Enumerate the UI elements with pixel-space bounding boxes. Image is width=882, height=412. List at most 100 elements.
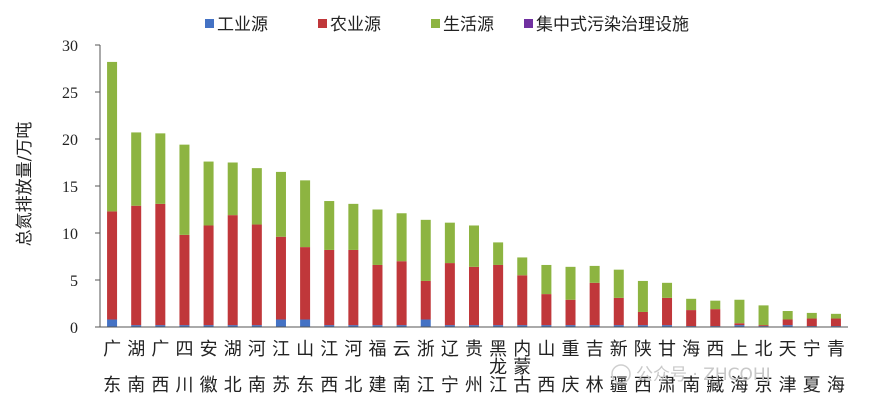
bar-segment (637, 325, 648, 327)
bar-segment (251, 168, 262, 225)
bar-segment (662, 297, 673, 326)
category-label: 河北 (344, 339, 362, 396)
bar-segment (372, 209, 383, 265)
bar-segment (589, 282, 600, 326)
bar-segment (131, 325, 142, 327)
category-label: 安徽 (200, 339, 218, 396)
bar-segment (275, 319, 286, 327)
bar-segment (155, 203, 166, 326)
bar-segment (565, 266, 576, 300)
y-tick-label: 30 (62, 38, 78, 55)
bar-segment (541, 264, 552, 295)
bar-segment (444, 222, 455, 264)
category-label: 天津 (779, 339, 797, 396)
category-label: 西藏 (706, 339, 724, 396)
bar-segment (686, 298, 697, 311)
bar-segment (420, 319, 431, 327)
bar-segment (637, 311, 648, 326)
bar-segment (541, 294, 552, 326)
bar-segment (179, 234, 190, 326)
bar-segment (227, 325, 238, 327)
bar-segment (348, 325, 359, 327)
category-label: 海南 (682, 339, 700, 396)
category-labels: 广东湖南广西四川安徽湖北河南江苏山东江西河北福建云南浙江辽宁贵州黑龙江内蒙古山西… (103, 339, 845, 396)
y-tick-label: 20 (62, 132, 78, 149)
bar-segment (179, 144, 190, 235)
bar-segment (444, 325, 455, 327)
category-label: 江苏 (272, 339, 290, 396)
bar-segment (372, 325, 383, 327)
bar-segment (493, 325, 504, 327)
bar-segment (589, 265, 600, 283)
bar-segment (300, 319, 311, 327)
bar-segment (396, 325, 407, 327)
bar-segment (830, 313, 841, 319)
bar-segment (227, 162, 238, 216)
category-label: 吉林 (586, 339, 604, 396)
bar-segment (131, 205, 142, 326)
bar-segment (251, 224, 262, 326)
bar-segment (469, 225, 479, 267)
y-tick-label: 15 (62, 179, 78, 196)
bar-segment (203, 325, 214, 327)
category-label: 辽宁 (441, 339, 459, 396)
bar-segment (372, 264, 383, 326)
bar-segment (396, 261, 407, 326)
bar-segment (420, 219, 431, 281)
watermark: 公众号 · ZHCOHJ (611, 364, 771, 385)
category-label: 陕西 (634, 339, 652, 396)
bar-segment (710, 300, 721, 310)
bar-segment (155, 325, 166, 327)
category-label: 青海 (827, 339, 845, 396)
bar-segment (517, 275, 528, 326)
bar-segment (662, 282, 673, 298)
category-label: 山东 (296, 339, 314, 396)
category-label: 四川 (175, 339, 193, 396)
bar-segment (227, 215, 238, 326)
bar-segment (493, 242, 504, 265)
bar-segment (686, 310, 697, 327)
bar-segment (758, 305, 769, 326)
category-label: 广西 (151, 339, 169, 396)
bar-segment (300, 180, 311, 248)
legend-swatch (524, 19, 533, 28)
category-label: 贵州 (465, 339, 483, 396)
bar-segment (613, 325, 624, 327)
bar-segment (203, 225, 214, 326)
bar-segment (179, 325, 190, 327)
bar-segment (565, 299, 576, 326)
category-label: 新疆 (610, 339, 628, 396)
bar-segment (806, 312, 817, 319)
bar-segment (469, 266, 479, 326)
category-label: 福建 (368, 339, 386, 396)
bar-segment (710, 309, 721, 327)
bar-segment (662, 325, 673, 327)
chart-legend: 工业源 农业源 生活源 集中式污染治理设施 (205, 15, 689, 35)
category-label: 宁夏 (803, 339, 821, 396)
category-label: 内蒙古 (513, 339, 531, 396)
bar-segment (444, 263, 455, 326)
legend-label: 集中式污染治理设施 (536, 15, 689, 35)
category-label: 江西 (320, 339, 338, 396)
bar-segment (107, 61, 118, 212)
category-label: 浙江 (417, 339, 435, 396)
bar-segment (107, 211, 118, 320)
legend-label: 生活源 (443, 15, 494, 35)
category-label: 云南 (393, 339, 411, 396)
bar-segment (348, 203, 359, 250)
bar-segment (589, 325, 600, 327)
bar-segment (396, 213, 407, 262)
bar-segment (275, 236, 286, 320)
bar-segment (565, 325, 576, 327)
category-label: 北京 (755, 339, 773, 396)
bar-segment (324, 201, 335, 250)
category-label: 广东 (103, 339, 121, 396)
bar-segment (517, 257, 528, 276)
y-tick-label: 0 (70, 320, 78, 337)
legend-swatch (318, 19, 327, 28)
bar-segment (782, 319, 793, 326)
bar-segment (203, 161, 214, 226)
bar-segment (324, 325, 335, 327)
category-label: 湖南 (127, 339, 145, 396)
legend-label: 工业源 (217, 15, 268, 35)
